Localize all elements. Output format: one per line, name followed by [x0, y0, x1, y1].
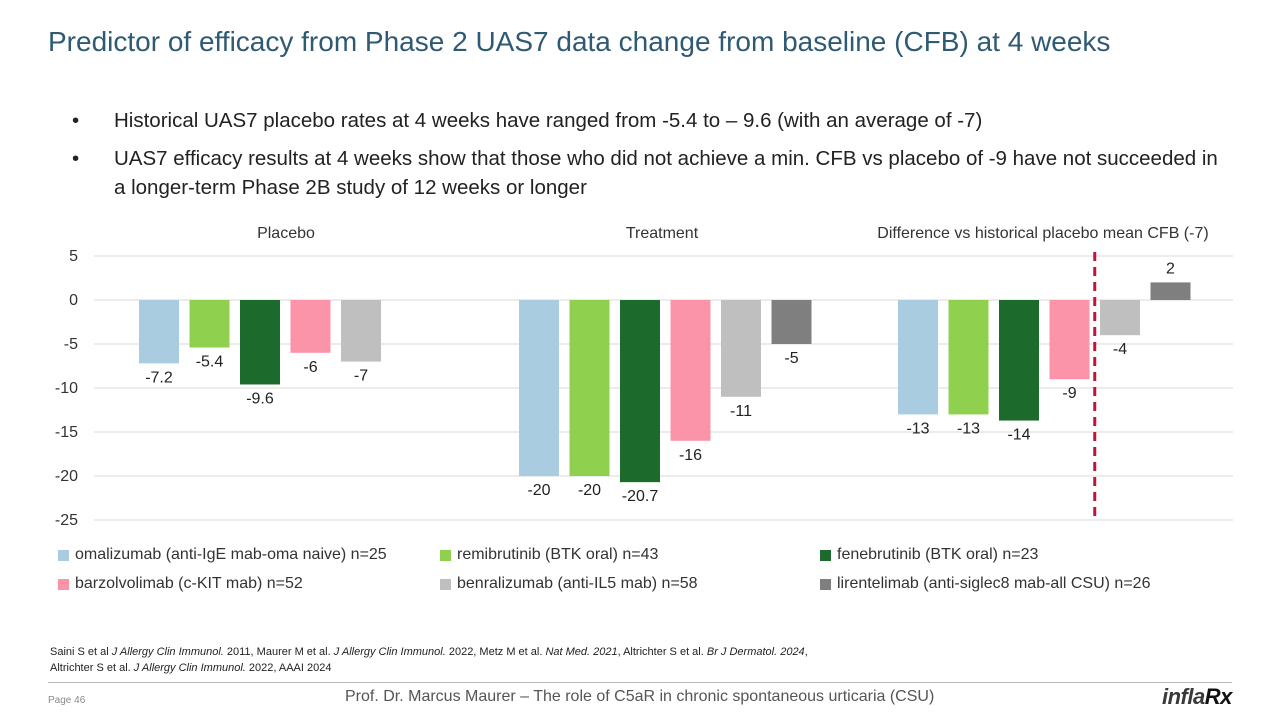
bar [948, 300, 989, 415]
data-label: -13 [957, 420, 980, 437]
y-tick-label: -25 [55, 512, 78, 529]
footer-divider [48, 682, 1232, 683]
data-label: -14 [1007, 427, 1030, 444]
legend-label: remibrutinib (BTK oral) n=43 [457, 546, 659, 563]
legend-label: benralizumab (anti-IL5 mab) n=58 [457, 575, 698, 592]
data-label: -5.4 [196, 354, 224, 371]
reference-segment: 2011, Maurer M et al. [223, 646, 334, 658]
legend-item: remibrutinib (BTK oral) n=43 [440, 546, 658, 564]
group-label: Placebo [257, 225, 315, 242]
bar [240, 300, 280, 385]
legend-item: lirentelimab (anti-siglec8 mab-all CSU) … [820, 575, 1150, 593]
data-label: -16 [679, 447, 702, 464]
y-tick-label: 0 [69, 292, 78, 309]
legend-label: omalizumab (anti-IgE mab-oma naive) n=25 [75, 546, 387, 563]
legend-swatch [820, 578, 831, 590]
reference-segment: Altrichter S et al. [50, 662, 134, 674]
bar [721, 300, 761, 397]
data-label: 2 [1166, 260, 1175, 277]
data-label: -20 [578, 482, 601, 499]
legend-swatch [58, 549, 69, 561]
bar [341, 300, 381, 362]
legend-label: barzolvolimab (c-KIT mab) n=52 [75, 575, 303, 592]
bullet-text: UAS7 efficacy results at 4 weeks show th… [114, 147, 1218, 199]
data-label: -7.2 [145, 369, 173, 386]
legend-swatch [820, 549, 831, 561]
bar [898, 300, 938, 415]
data-label: -20.7 [622, 488, 659, 505]
reference-segment: Nat Med. 2021 [545, 646, 618, 658]
y-tick-label: -5 [64, 336, 78, 353]
bar [620, 300, 660, 483]
legend-label: lirentelimab (anti-siglec8 mab-all CSU) … [837, 575, 1151, 592]
logo-rx-text: Rx [1204, 684, 1233, 709]
legend-swatch [440, 578, 451, 590]
bar [290, 300, 331, 353]
bullet-item: • UAS7 efficacy results at 4 weeks show … [72, 144, 1232, 202]
bar [771, 300, 812, 344]
reference-segment: , Altrichter S et al. [617, 646, 707, 658]
references-line-2: Altrichter S et al. J Allergy Clin Immun… [50, 660, 808, 676]
bullet-symbol: • [72, 147, 80, 170]
legend-item: fenebrutinib (BTK oral) n=23 [820, 546, 1038, 564]
slide-title: Predictor of efficacy from Phase 2 UAS7 … [48, 26, 1111, 57]
bar [1100, 300, 1140, 336]
reference-segment: 2022, Metz M et al. [445, 646, 546, 658]
bar [670, 300, 711, 441]
bar-chart: 5 0 -5 -10 -15 -20 -25 -7.2 -5.4 -9.6 -6 -7 -20 -20 -2… [55, 225, 1233, 529]
y-tick-label: -10 [55, 380, 78, 397]
reference-segment: 2022, AAAI 2024 [245, 662, 332, 674]
page-number: Page 46 [48, 695, 86, 706]
legend-label: fenebrutinib (BTK oral) n=23 [837, 546, 1039, 563]
data-label: -5 [784, 350, 798, 367]
data-label: -7 [354, 368, 368, 385]
bar [139, 300, 179, 364]
bar [1150, 282, 1191, 300]
reference-segment: Br J Dermatol. 2024 [706, 646, 805, 658]
references: Saini S et al J Allergy Clin Immunol. 20… [50, 644, 808, 676]
reference-segment: J Allergy Clin Immunol. [111, 646, 224, 658]
reference-segment: J Allergy Clin Immunol. [133, 662, 246, 674]
references-line-1: Saini S et al J Allergy Clin Immunol. 20… [50, 644, 808, 660]
bullet-list: • Historical UAS7 placebo rates at 4 wee… [72, 106, 1232, 211]
y-tick-label: 5 [69, 248, 78, 265]
bullet-item: • Historical UAS7 placebo rates at 4 wee… [72, 106, 1232, 135]
bar [569, 300, 610, 476]
y-tick-label: -15 [55, 424, 78, 441]
bar [519, 300, 559, 476]
inflarx-logo: inflaRx [1162, 684, 1232, 710]
bar [189, 300, 230, 348]
bar [999, 300, 1039, 421]
data-label: -11 [730, 403, 752, 420]
legend-item: omalizumab (anti-IgE mab-oma naive) n=25 [58, 546, 387, 564]
bullet-symbol: • [72, 109, 80, 132]
data-label: -20 [527, 482, 550, 499]
bullet-text: Historical UAS7 placebo rates at 4 weeks… [114, 109, 983, 132]
data-label: -4 [1113, 341, 1127, 358]
legend-item: benralizumab (anti-IL5 mab) n=58 [440, 575, 698, 593]
data-label: -9 [1062, 385, 1076, 402]
reference-segment: , [804, 646, 808, 658]
reference-segment: J Allergy Clin Immunol. [333, 646, 446, 658]
legend-item: barzolvolimab (c-KIT mab) n=52 [58, 575, 303, 593]
group-label: Treatment [626, 225, 699, 242]
legend-swatch [58, 578, 69, 590]
y-tick-label: -20 [55, 468, 78, 485]
group-label: Difference vs historical placebo mean CF… [877, 225, 1208, 242]
bar [1049, 300, 1090, 380]
data-label: -13 [906, 420, 929, 437]
logo-text: infla [1162, 684, 1205, 709]
presenter-credit: Prof. Dr. Marcus Maurer – The role of C5… [345, 688, 935, 705]
legend-swatch [440, 549, 451, 561]
data-label: -6 [303, 359, 317, 376]
reference-segment: Saini S et al [50, 646, 112, 658]
data-label: -9.6 [246, 390, 274, 407]
